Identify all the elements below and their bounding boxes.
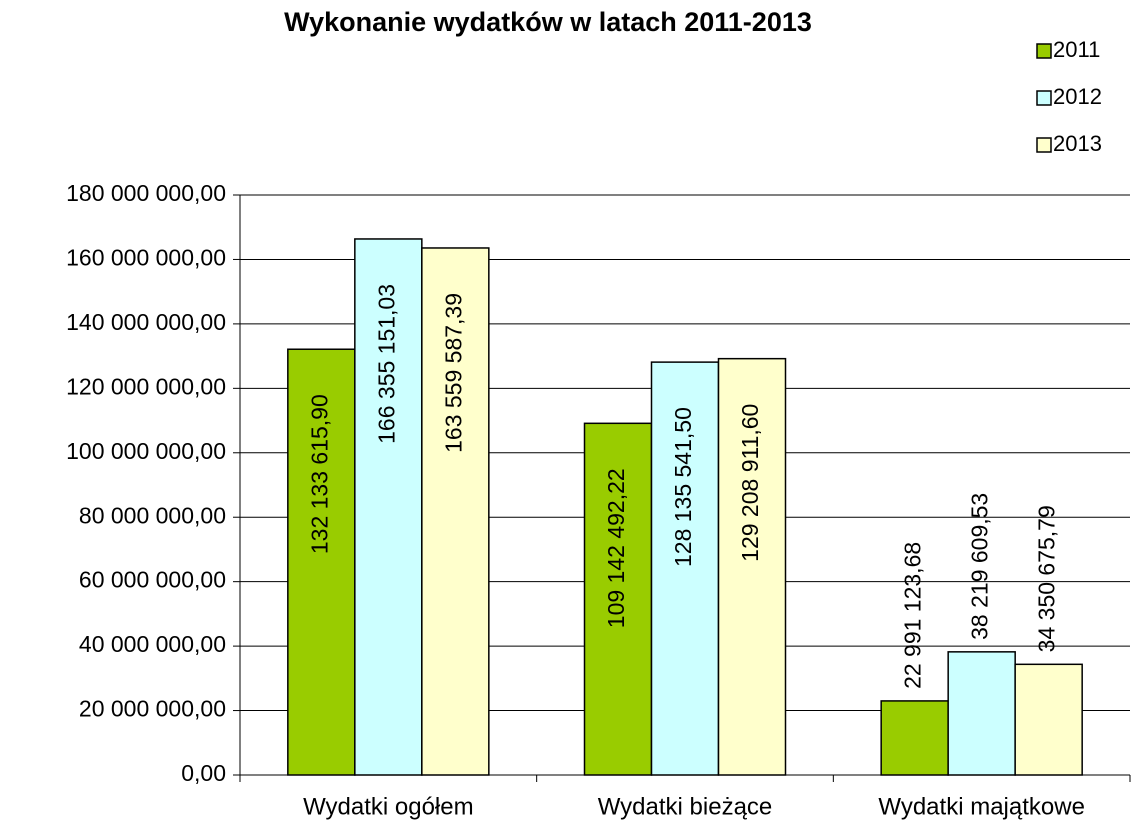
value-label: 128 135 541,50 [670, 407, 696, 567]
value-label: 22 991 123,68 [900, 542, 926, 689]
bar [880, 700, 949, 776]
bar [287, 348, 356, 776]
legend-swatch [1036, 137, 1052, 153]
y-tick-label: 120 000 000,00 [66, 373, 226, 399]
y-tick-label: 60 000 000,00 [79, 567, 226, 593]
bar [717, 357, 787, 776]
x-tick-label: Wydatki ogółem [303, 793, 474, 820]
legend-label: 2013 [1053, 131, 1102, 156]
legend-swatch [1036, 90, 1052, 106]
bar [583, 422, 653, 776]
y-tick-label: 160 000 000,00 [66, 245, 226, 271]
value-label: 129 208 911,60 [737, 404, 763, 562]
y-tick-label: 20 000 000,00 [79, 696, 226, 722]
bar [421, 247, 490, 776]
value-label: 38 219 609,53 [967, 493, 993, 640]
value-label: 34 350 675,79 [1034, 505, 1060, 652]
y-tick-label: 100 000 000,00 [66, 438, 226, 464]
bar [354, 238, 423, 776]
y-tick-label: 140 000 000,00 [66, 309, 226, 335]
x-tick-label: Wydatki majątkowe [878, 793, 1085, 820]
value-label: 163 559 587,39 [440, 293, 466, 453]
legend-label: 2012 [1053, 84, 1102, 109]
y-tick-label: 180 000 000,00 [66, 180, 226, 206]
x-tick-label: Wydatki bieżące [598, 793, 773, 820]
bar [1014, 663, 1083, 776]
y-tick-label: 80 000 000,00 [79, 502, 226, 528]
bar [947, 651, 1016, 776]
chart-title: Wykonanie wydatków w latach 2011-2013 [284, 7, 812, 37]
value-label: 166 355 151,03 [373, 284, 399, 444]
legend-swatch [1036, 43, 1052, 59]
y-tick-label: 0,00 [181, 760, 226, 786]
y-tick-label: 40 000 000,00 [79, 631, 226, 657]
value-label: 109 142 492,22 [603, 468, 629, 628]
legend-label: 2011 [1053, 37, 1100, 62]
value-label: 132 133 615,90 [306, 394, 332, 554]
